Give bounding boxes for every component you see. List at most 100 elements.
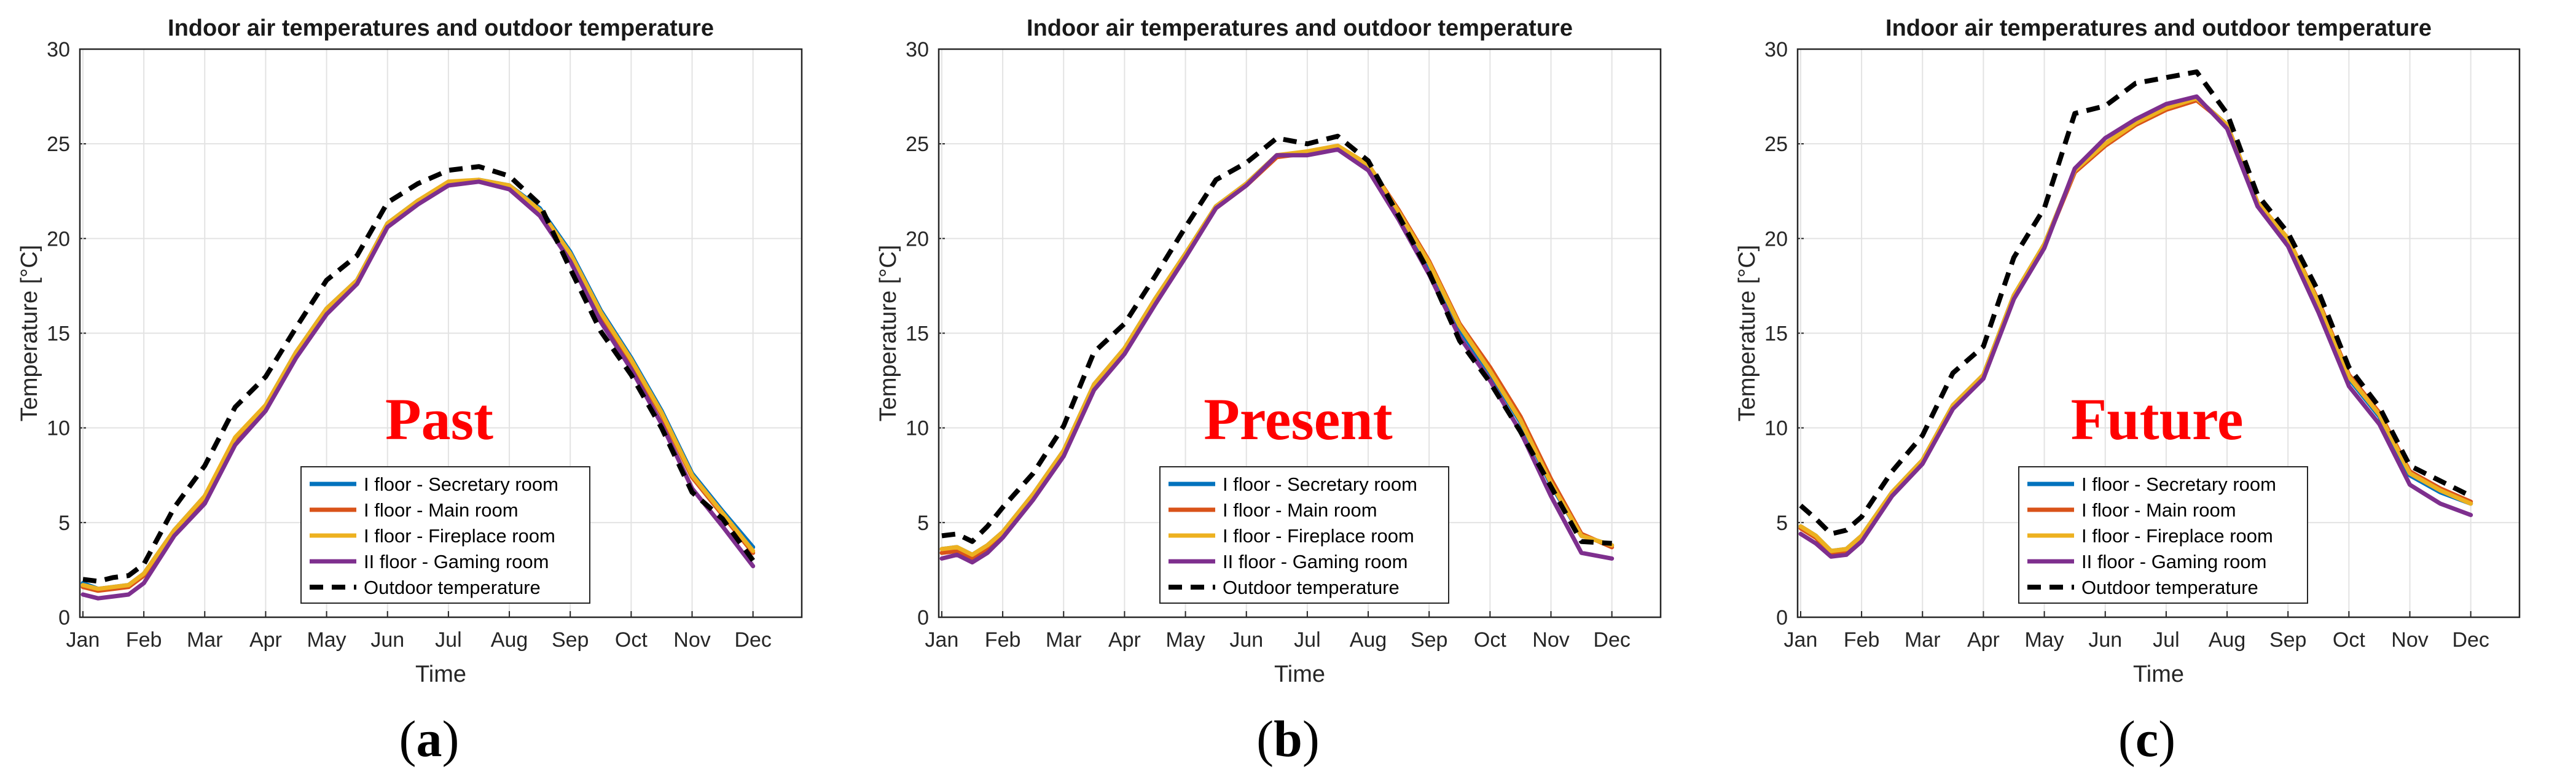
chart-a-xtick-label: Oct	[615, 628, 648, 652]
chart-panel-c: 0 5 10 15 20 25 30 Jan Feb Mar Apr May Jun Jul Aug Sep O…	[1718, 0, 2576, 780]
chart-a-series-line-5	[82, 164, 755, 584]
chart-c-ytick-label: 25	[1764, 133, 1788, 156]
chart-c-xtick-label: Jan	[1784, 628, 1818, 652]
chart-b-xtick-label: Nov	[1532, 628, 1569, 652]
chart-c-legend-label-1: I floor - Secretary room	[2081, 474, 2276, 495]
chart-b-series-line-5	[941, 133, 1612, 546]
chart-a-legend-label-1: I floor - Secretary room	[364, 474, 558, 495]
chart-a-legend-label-2: I floor - Main room	[364, 499, 519, 521]
chart-b-xtick-label: Jan	[925, 628, 959, 652]
chart-a-xtick-label: May	[307, 628, 346, 652]
chart-b-overlay-label: Present	[1204, 386, 1392, 452]
chart-a-xtick-label: Dec	[734, 628, 771, 652]
chart-c-series-line-3	[1798, 96, 2473, 553]
chart-b-ytick-label: 30	[906, 38, 929, 61]
chart-a-xtick-label: Jun	[370, 628, 404, 652]
chart-a-series-line-3	[80, 177, 756, 591]
chart-c-axes-box	[1796, 48, 2521, 618]
chart-b-legend-label-3: I floor - Fireplace room	[1223, 525, 1414, 547]
panel-caption-c: (c)	[2118, 711, 2176, 768]
chart-c-xtick-label: Aug	[2209, 628, 2246, 652]
chart-c-legend-label-3: I floor - Fireplace room	[2081, 525, 2273, 547]
chart-b-xtick-label: Aug	[1350, 628, 1387, 652]
chart-b-axes-box	[938, 48, 1662, 618]
chart-c-legend-label-2: I floor - Main room	[2081, 499, 2236, 521]
chart-c-legend-label-5: Outdoor temperature	[2081, 577, 2258, 598]
chart-c-ytick-label: 0	[1776, 606, 1788, 630]
chart-a-ytick-label: 25	[47, 133, 70, 156]
chart-c-series-line-5	[1799, 69, 2472, 537]
chart-c-ylabel: Temperature [°C]	[1734, 245, 1760, 422]
chart-panel-a: 0 5 10 15 20 25 30 Jan Feb Mar Apr May Jun Jul Aug Sep O…	[0, 0, 858, 780]
chart-c-ytick-label: 15	[1764, 322, 1788, 346]
chart-c-xtick-label: Apr	[1967, 628, 2000, 652]
chart-b-ytick-label: 5	[917, 512, 929, 535]
chart-b-xtick-label: Oct	[1474, 628, 1506, 652]
chart-b-ytick-label: 20	[906, 227, 929, 251]
chart-a-ylabel: Temperature [°C]	[17, 245, 42, 422]
chart-a-legend-label-3: I floor - Fireplace room	[364, 525, 555, 547]
chart-a-ytick-label: 0	[58, 606, 70, 630]
chart-b-xtick-label: Mar	[1046, 628, 1082, 652]
chart-c-xtick-label: Mar	[1905, 628, 1941, 652]
chart-a-xtick-label: Apr	[249, 628, 282, 652]
chart-b-legend-label-1: I floor - Secretary room	[1223, 474, 1417, 495]
chart-a-series-line-4	[80, 179, 756, 601]
chart-a-title: Indoor air temperatures and outdoor temp…	[168, 15, 714, 41]
chart-a-legend-label-5: Outdoor temperature	[364, 577, 541, 598]
chart-b-ylabel: Temperature [°C]	[875, 245, 901, 422]
chart-b-xtick-label: Dec	[1593, 628, 1630, 652]
chart-a-ytick-label: 20	[47, 227, 70, 251]
chart-c-xtick-label: Jul	[2153, 628, 2179, 652]
chart-c-xtick-label: May	[2024, 628, 2064, 652]
chart-a-xtick-label: Jul	[435, 628, 461, 652]
chart-b-ytick-label: 15	[906, 322, 929, 346]
chart-b-title: Indoor air temperatures and outdoor temp…	[1027, 15, 1573, 41]
chart-c-xtick-label: Jun	[2088, 628, 2122, 652]
chart-b-xtick-label: Feb	[985, 628, 1021, 652]
chart-a-xtick-label: Nov	[673, 628, 710, 652]
chart-c-legend-label-4: II floor - Gaming room	[2081, 551, 2266, 572]
chart-c-xtick-label: Sep	[2269, 628, 2307, 652]
chart-b-ytick-label: 0	[917, 606, 929, 630]
chart-a-legend-label-4: II floor - Gaming room	[364, 551, 549, 572]
chart-a-overlay-label: Past	[385, 386, 493, 452]
chart-b-xtick-label: Jun	[1229, 628, 1263, 652]
chart-b-xtick-label: Jul	[1294, 628, 1320, 652]
chart-a-xtick-label: Mar	[187, 628, 223, 652]
chart-a-ytick-label: 10	[47, 417, 70, 440]
chart-c-overlay-label: Future	[2071, 386, 2244, 452]
chart-a-xtick-label: Feb	[126, 628, 162, 652]
panel-caption-a: (a)	[399, 711, 460, 768]
chart-b-legend-label-4: II floor - Gaming room	[1223, 551, 1407, 572]
chart-panel-b: 0 5 10 15 20 25 30 Jan Feb Mar Apr May Jun Jul Aug Sep O…	[859, 0, 1717, 780]
chart-b-legend-label-2: I floor - Main room	[1223, 499, 1377, 521]
panel-caption-b-letter: b	[1274, 711, 1302, 768]
chart-a-ytick-label: 5	[58, 512, 70, 535]
chart-a-svg: 0 5 10 15 20 25 30 Jan Feb Mar Apr May Jun Jul Aug Sep O…	[17, 15, 803, 687]
chart-a-xlabel: Time	[415, 661, 466, 687]
chart-c-ytick-label: 10	[1764, 417, 1788, 440]
chart-c-xtick-label: Dec	[2452, 628, 2489, 652]
chart-a-ytick-label: 30	[47, 38, 70, 61]
chart-c-xtick-label: Oct	[2333, 628, 2365, 652]
chart-c-ytick-label: 20	[1764, 227, 1788, 251]
chart-b-xtick-label: Sep	[1411, 628, 1448, 652]
chart-b-ytick-label: 10	[906, 417, 929, 440]
chart-b-series-line-4	[939, 147, 1615, 565]
chart-b-xlabel: Time	[1274, 661, 1325, 687]
chart-c-xlabel: Time	[2133, 661, 2184, 687]
chart-c-title: Indoor air temperatures and outdoor temp…	[1885, 15, 2432, 41]
panel-caption-c-letter: c	[2135, 711, 2159, 768]
chart-a-xtick-label: Jan	[66, 628, 100, 652]
chart-a-axes-box	[79, 48, 803, 618]
chart-c-xtick-label: Feb	[1844, 628, 1880, 652]
chart-c-ytick-label: 30	[1764, 38, 1788, 61]
chart-b-xtick-label: May	[1165, 628, 1205, 652]
chart-c-series-line-4	[1798, 94, 2473, 559]
chart-a-ytick-label: 15	[47, 322, 70, 346]
chart-a-xtick-label: Aug	[491, 628, 528, 652]
chart-b-svg: 0 5 10 15 20 25 30 Jan Feb Mar Apr May Jun Jul Aug Sep O…	[875, 15, 1662, 687]
chart-c-ytick-label: 5	[1776, 512, 1788, 535]
